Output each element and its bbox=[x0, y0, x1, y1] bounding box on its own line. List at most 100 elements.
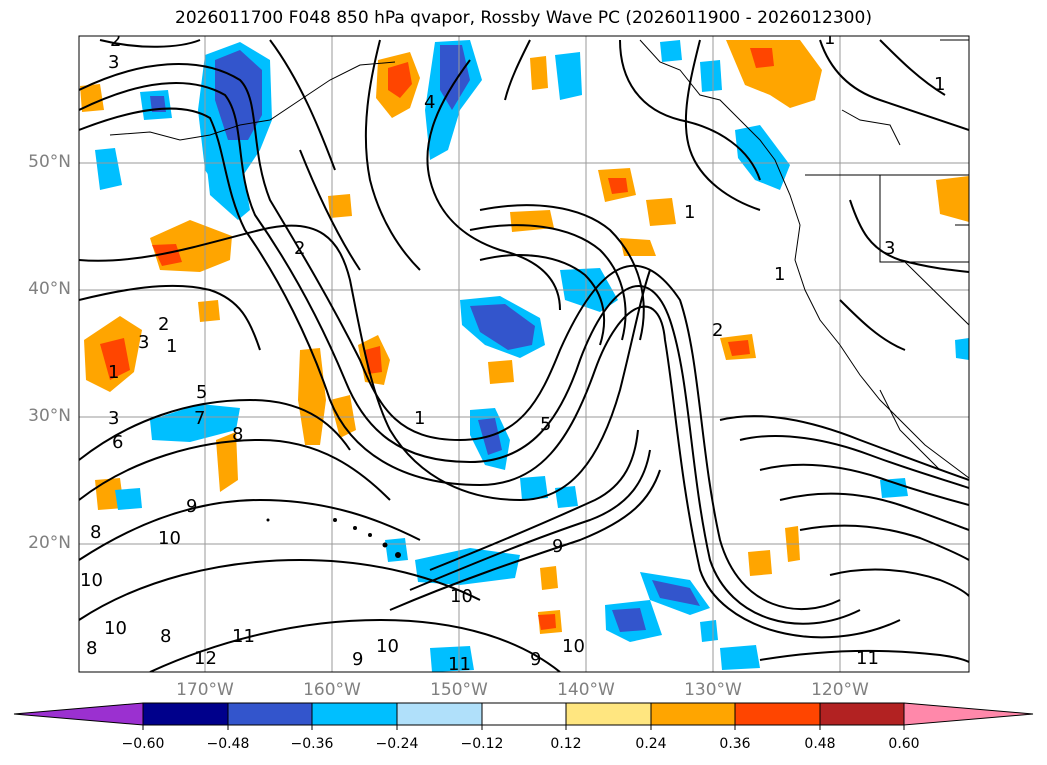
contour-label: 10 bbox=[450, 586, 473, 607]
negative-anomaly bbox=[720, 645, 760, 670]
contour-label: 2 bbox=[110, 30, 121, 51]
contour-label: 9 bbox=[186, 496, 197, 517]
colorbar-tick-label: −0.12 bbox=[460, 736, 504, 752]
colorbar-tick-label: 0.36 bbox=[719, 736, 751, 752]
plot-title: 2026011700 F048 850 hPa qvapor, Rossby W… bbox=[175, 8, 872, 28]
colorbar-extend-high bbox=[903, 702, 1034, 726]
contour-labels: 2 3 3 1 2 1 5 3 6 7 8 9 10 8 10 10 8 8 1… bbox=[80, 28, 945, 675]
contour-label: 1 bbox=[108, 362, 119, 383]
contour-label: 4 bbox=[424, 92, 435, 113]
positive-anomaly bbox=[750, 48, 774, 68]
negative-anomaly bbox=[955, 338, 969, 360]
contour-label: 11 bbox=[856, 648, 879, 669]
positive-anomaly bbox=[726, 40, 822, 108]
positive-anomaly bbox=[388, 62, 412, 98]
colorbar bbox=[13, 702, 1034, 730]
contour-label: 11 bbox=[448, 654, 471, 675]
positive-anomaly bbox=[80, 84, 104, 112]
positive-anomaly bbox=[95, 478, 124, 510]
contour-label: 8 bbox=[232, 424, 243, 445]
contour-label: 12 bbox=[194, 648, 217, 669]
contour-label: 1 bbox=[934, 74, 945, 95]
negative-anomaly bbox=[520, 476, 548, 500]
negative-anomaly bbox=[700, 620, 718, 642]
negative-anomaly bbox=[555, 486, 578, 508]
contour-label: 8 bbox=[86, 638, 97, 659]
gridlines bbox=[79, 36, 969, 672]
contour-label: 5 bbox=[196, 382, 207, 403]
negative-anomaly bbox=[700, 60, 722, 92]
colorbar-tick-label: 0.48 bbox=[804, 736, 836, 752]
colorbar-tick-label: −0.48 bbox=[206, 736, 250, 752]
negative-anomaly bbox=[430, 646, 474, 672]
negative-anomaly bbox=[660, 40, 682, 62]
positive-anomaly bbox=[936, 176, 969, 222]
colorbar-segment bbox=[481, 702, 567, 726]
positive-anomaly bbox=[728, 340, 750, 356]
negative-anomaly bbox=[652, 580, 700, 606]
contour-label: 2 bbox=[294, 238, 305, 259]
positive-anomaly bbox=[152, 244, 182, 266]
plot-frame bbox=[78, 35, 970, 673]
positive-anomaly bbox=[620, 238, 656, 256]
positive-anomaly bbox=[608, 178, 628, 194]
lon-label-150w: 150°W bbox=[430, 680, 488, 700]
contour-label: 1 bbox=[414, 408, 425, 429]
positive-anomaly bbox=[198, 300, 220, 322]
contour-lines bbox=[79, 39, 969, 672]
positive-anomaly bbox=[216, 432, 238, 492]
lat-label-30n: 30°N bbox=[28, 406, 71, 426]
colorbar-tick-label: −0.24 bbox=[375, 736, 419, 752]
contour-label: 3 bbox=[108, 52, 119, 73]
contour-label: 1 bbox=[684, 202, 695, 223]
positive-anomaly bbox=[530, 56, 548, 90]
contour-label: 10 bbox=[562, 636, 585, 657]
lat-label-40n: 40°N bbox=[28, 279, 71, 299]
contour-label: 8 bbox=[160, 626, 171, 647]
positive-anomaly bbox=[488, 360, 514, 384]
negative-anomaly bbox=[470, 304, 535, 350]
contour-label: 9 bbox=[552, 536, 563, 557]
lon-label-160w: 160°W bbox=[303, 680, 361, 700]
positive-anomaly bbox=[540, 566, 558, 590]
negative-anomaly bbox=[385, 538, 408, 562]
colorbar-segment bbox=[142, 702, 229, 726]
negative-anomaly bbox=[205, 150, 250, 220]
contour-label: 3 bbox=[108, 408, 119, 429]
contour-label: 2 bbox=[158, 314, 169, 335]
contour-label: 5 bbox=[540, 414, 551, 435]
positive-anomaly bbox=[538, 614, 556, 630]
negative-anomaly bbox=[612, 608, 646, 632]
colorbar-tick-label: −0.36 bbox=[290, 736, 334, 752]
positive-anomaly bbox=[646, 198, 676, 226]
colorbar-segment bbox=[396, 702, 483, 726]
positive-anomaly bbox=[100, 338, 130, 380]
colorbar-segment bbox=[819, 702, 905, 726]
negative-anomaly bbox=[555, 52, 582, 100]
colorbar-tick-label: 0.12 bbox=[550, 736, 582, 752]
contour-label: 3 bbox=[138, 332, 149, 353]
negative-anomaly bbox=[150, 404, 240, 442]
lon-label-130w: 130°W bbox=[684, 680, 742, 700]
negative-anomaly bbox=[115, 488, 142, 510]
coastlines bbox=[109, 39, 969, 479]
contour-label: 11 bbox=[232, 626, 255, 647]
colorbar-tick-label: 0.24 bbox=[635, 736, 667, 752]
colorbar-extend-low bbox=[13, 702, 144, 726]
lon-label-120w: 120°W bbox=[811, 680, 869, 700]
colorbar-segment bbox=[734, 702, 821, 726]
contour-label: 1 bbox=[824, 28, 835, 49]
contour-label: 3 bbox=[884, 238, 895, 259]
contour-label: 9 bbox=[530, 649, 541, 670]
colorbar-tick-label: −0.60 bbox=[121, 736, 165, 752]
colorbar-segment bbox=[227, 702, 313, 726]
contour-label: 10 bbox=[158, 528, 181, 549]
lat-label-50n: 50°N bbox=[28, 152, 71, 172]
contour-label: 8 bbox=[90, 522, 101, 543]
lon-label-170w: 170°W bbox=[176, 680, 234, 700]
colorbar-segment bbox=[650, 702, 736, 726]
contour-label: 6 bbox=[112, 432, 123, 453]
positive-anomaly bbox=[748, 550, 772, 576]
colorbar-tick-label: 0.60 bbox=[888, 736, 920, 752]
